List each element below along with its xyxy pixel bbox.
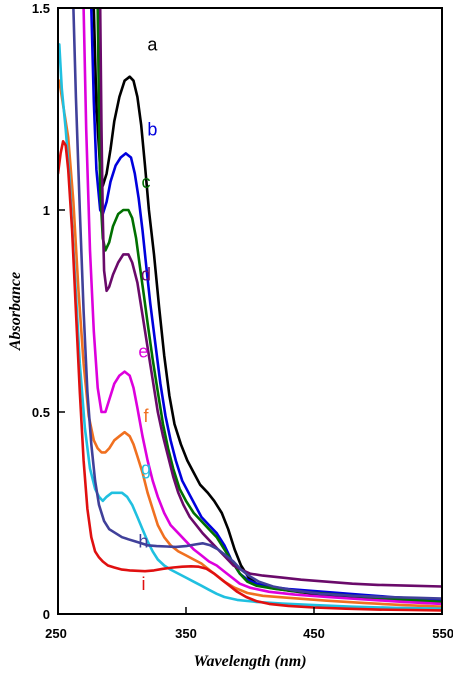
curve-label-e: e xyxy=(138,341,148,361)
curves-layer xyxy=(58,8,442,612)
curve-h xyxy=(72,8,442,600)
x-tick-label: 450 xyxy=(303,626,325,641)
curve-label-h: h xyxy=(138,531,148,551)
x-axis-title: Wavelength (nm) xyxy=(193,653,306,670)
curve-label-b: b xyxy=(147,119,157,139)
curve-label-c: c xyxy=(142,172,151,192)
y-axis-ticks: 0 0.5 1 1.5 xyxy=(32,1,65,622)
curve-label-f: f xyxy=(143,406,149,426)
curve-d xyxy=(98,8,442,588)
curve-g xyxy=(58,43,442,610)
curve-e xyxy=(82,8,442,606)
curve-labels-layer: a b c d e f g h i xyxy=(138,34,158,593)
curve-label-d: d xyxy=(141,265,151,285)
x-tick-label: 250 xyxy=(45,626,67,641)
curve-c xyxy=(96,8,442,604)
plot-frame xyxy=(57,7,443,615)
curve-label-a: a xyxy=(147,34,158,54)
curve-f xyxy=(58,79,442,608)
curve-label-i: i xyxy=(141,574,145,594)
x-axis-ticks: 250 350 450 550 xyxy=(45,607,453,641)
y-tick-label: 0 xyxy=(43,607,50,622)
y-tick-label: 0.5 xyxy=(32,405,50,420)
curve-i xyxy=(58,140,442,612)
y-axis-title: Absorbance xyxy=(7,272,24,351)
x-tick-label: 350 xyxy=(175,626,197,641)
x-tick-label: 550 xyxy=(432,626,453,641)
y-tick-label: 1 xyxy=(43,203,50,218)
curve-label-g: g xyxy=(141,459,151,479)
y-tick-label: 1.5 xyxy=(32,1,50,16)
